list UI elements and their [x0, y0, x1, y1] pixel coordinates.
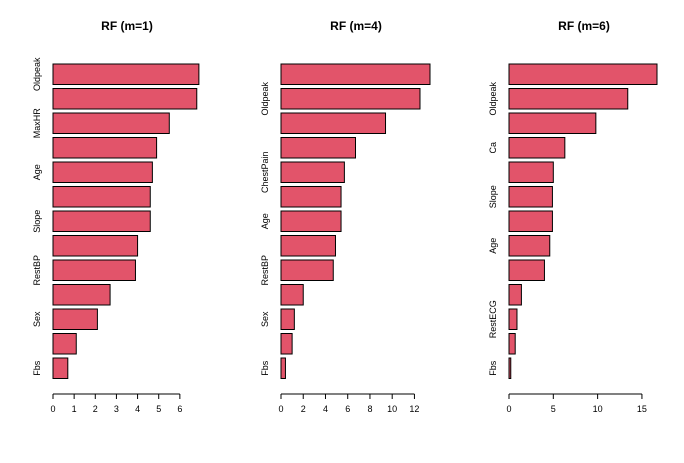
bar-label: Fbs — [488, 360, 498, 376]
chart-bar — [280, 137, 356, 159]
chart-bar — [280, 161, 345, 183]
x-tick-label: 2 — [301, 404, 306, 414]
chart-bar — [508, 63, 658, 85]
x-tick-label: 10 — [593, 404, 603, 414]
chart-bar — [508, 333, 516, 355]
chart-panel-1: RF (m=1) Oldpeak MaxHR Age Slope RestBP Sex Fbs… — [32, 19, 200, 414]
chart-title: RF (m=6) — [558, 19, 610, 33]
chart-bar — [508, 161, 554, 183]
bar-label: Age — [488, 238, 498, 254]
chart-bar — [52, 333, 77, 355]
bar-label: RestBP — [260, 255, 270, 286]
chart-bar — [52, 137, 158, 159]
bar-label: Age — [32, 164, 42, 180]
chart-bar — [280, 112, 387, 134]
x-tick-label: 1 — [72, 404, 77, 414]
x-tick-label: 6 — [345, 404, 350, 414]
bar-label: RestBP — [32, 255, 42, 286]
x-tick-label: 5 — [156, 404, 161, 414]
x-tick-label: 4 — [135, 404, 140, 414]
chart-bar — [280, 284, 304, 306]
chart-bar — [280, 210, 342, 232]
chart-bar — [52, 308, 98, 330]
x-tick-label: 5 — [551, 404, 556, 414]
bar-label: RestECG — [488, 300, 498, 338]
x-tick-label: 0 — [506, 404, 511, 414]
chart-bar — [508, 259, 545, 281]
bar-label: Slope — [488, 185, 498, 208]
bar-label: Age — [260, 213, 270, 229]
bar-label: ChestPain — [260, 151, 270, 193]
chart-bar — [508, 284, 522, 306]
x-tick-label: 2 — [93, 404, 98, 414]
chart-bar — [280, 63, 431, 85]
bar-label: Sex — [32, 311, 42, 327]
chart-bar — [52, 161, 153, 183]
x-tick-label: 10 — [387, 404, 397, 414]
chart-bar — [52, 186, 151, 208]
chart-bar — [280, 88, 421, 110]
bar-label: Sex — [260, 311, 270, 327]
x-tick-label: 0 — [50, 404, 55, 414]
chart-bar — [52, 259, 136, 281]
chart-bar — [52, 112, 170, 134]
chart-bar — [280, 357, 286, 379]
chart-bar — [508, 357, 512, 379]
chart-bar — [508, 235, 551, 257]
chart-bar — [52, 357, 69, 379]
chart-panel-3: RF (m=6) Oldpeak Ca Slope Age RestECG Fbs 0 5 10 1… — [488, 19, 658, 414]
bar-label: Oldpeak — [488, 81, 498, 115]
x-tick-label: 0 — [278, 404, 283, 414]
bar-label: Oldpeak — [260, 81, 270, 115]
bar-label: Fbs — [32, 360, 42, 376]
x-tick-label: 6 — [177, 404, 182, 414]
chart-bar — [52, 235, 139, 257]
bar-label: Ca — [488, 142, 498, 154]
chart-bar — [508, 137, 566, 159]
chart-bar — [280, 186, 342, 208]
bar-label: MaxHR — [32, 108, 42, 139]
chart-bar — [508, 186, 553, 208]
x-tick-label: 4 — [323, 404, 328, 414]
bar-label: Fbs — [260, 360, 270, 376]
chart-bar — [280, 333, 293, 355]
chart-bar — [508, 112, 597, 134]
chart-bar — [52, 88, 198, 110]
x-tick-label: 8 — [367, 404, 372, 414]
chart-bar — [280, 308, 295, 330]
bar-label: Slope — [32, 210, 42, 233]
chart-title: RF (m=4) — [330, 19, 382, 33]
chart-bar — [52, 210, 151, 232]
chart-bar — [280, 235, 336, 257]
chart-panel-2: RF (m=4) Oldpeak ChestPain Age RestBP Sex Fbs 0… — [260, 19, 431, 414]
x-tick-label: 12 — [409, 404, 419, 414]
x-tick-label: 15 — [637, 404, 647, 414]
chart-bar — [508, 88, 629, 110]
chart-bar — [52, 284, 111, 306]
chart-bar — [508, 308, 518, 330]
chart-bar — [508, 210, 553, 232]
chart-title: RF (m=1) — [101, 19, 153, 33]
chart-bar — [280, 259, 334, 281]
chart-bar — [52, 63, 200, 85]
bar-label: Oldpeak — [32, 57, 42, 91]
x-tick-label: 3 — [114, 404, 119, 414]
